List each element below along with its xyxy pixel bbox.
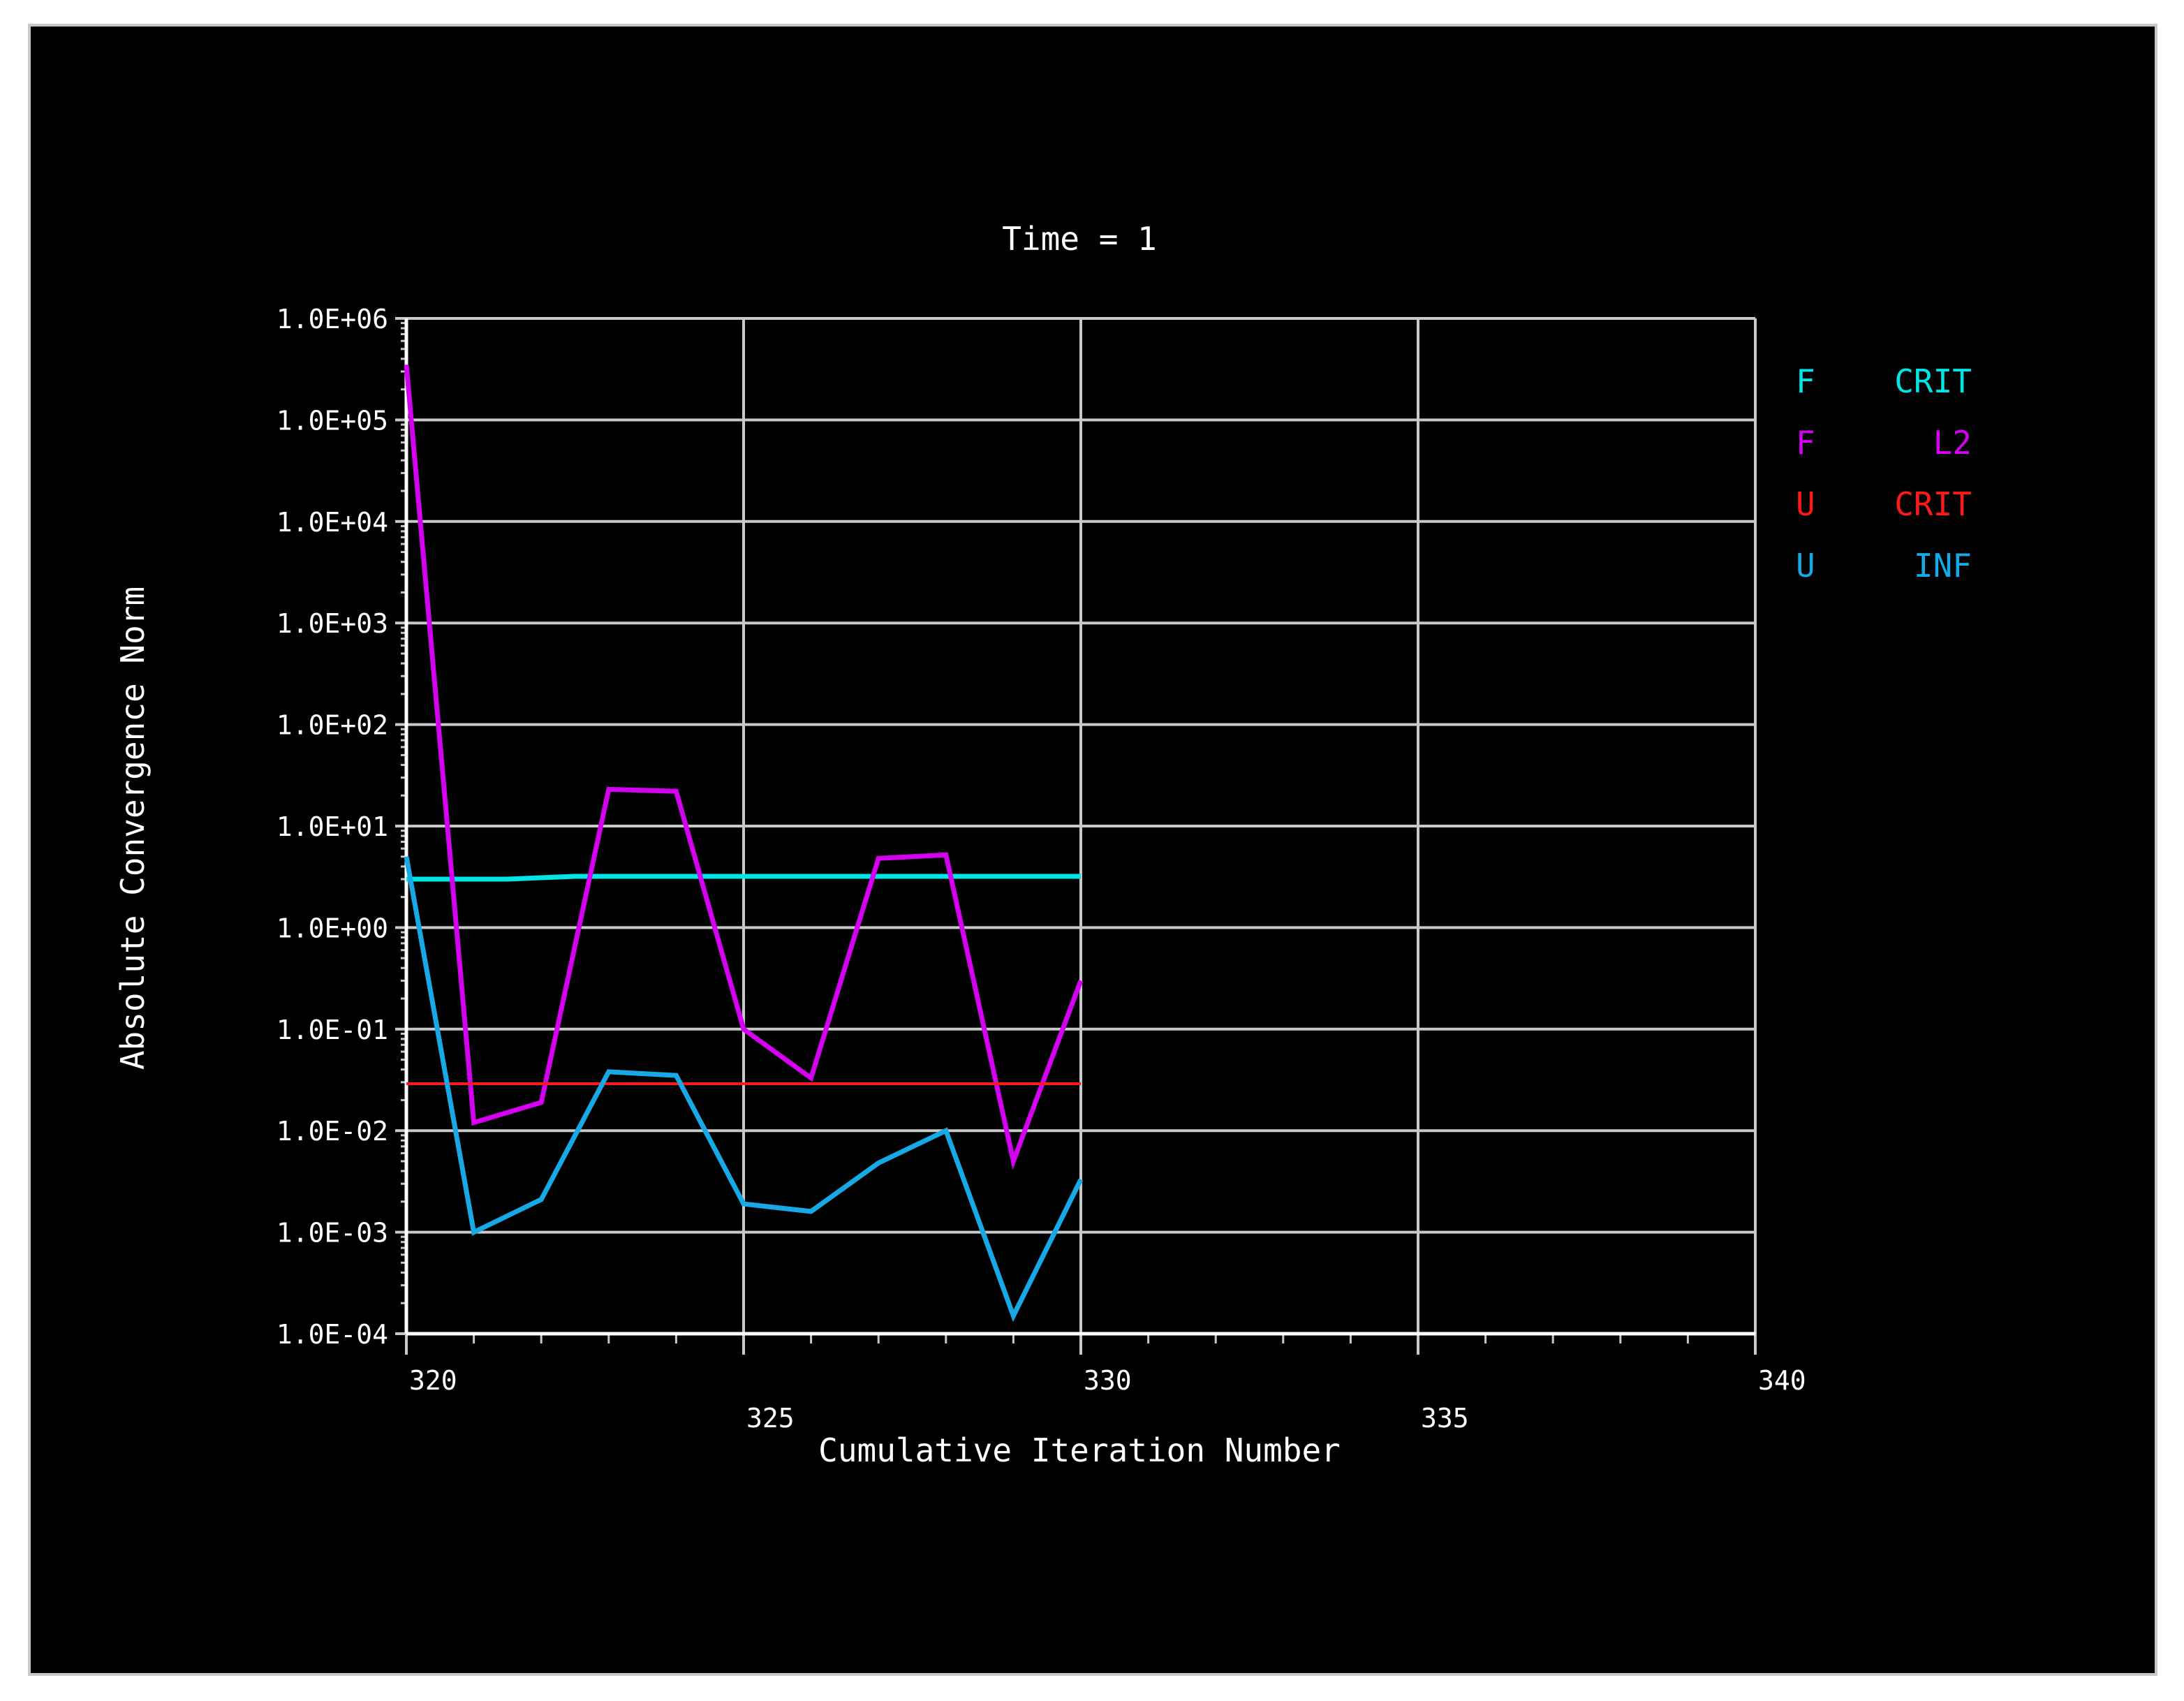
legend-item-name: CRIT [1894,485,1972,523]
x-tick-label: 340 [1758,1365,1806,1396]
legend-item-name: L2 [1933,424,1972,462]
y-tick-label: 1.0E+02 [276,710,388,741]
y-tick-label: 1.0E+05 [276,405,388,436]
legend-item-name: CRIT [1894,362,1972,400]
x-tick-label: 335 [1421,1403,1469,1434]
y-tick-label: 1.0E-02 [276,1116,388,1147]
x-tick-label: 330 [1084,1365,1132,1396]
chart-title: Time = 1 [1002,220,1157,258]
y-tick-label: 1.0E-04 [276,1319,388,1350]
legend-item-label: U [1796,485,1815,523]
series-line-f-crit [406,874,1081,882]
x-tick-label: 325 [746,1403,795,1434]
convergence-chart: 1.0E+06 1.0E+05 1.0E+04 1.0E+03 1.0E+02 1.0E+… [114,220,1972,1469]
legend-item-label: F [1796,424,1815,462]
y-tick-label: 1.0E-01 [276,1015,388,1045]
legend-item-label: U [1796,547,1815,584]
series-line-f-l2 [404,364,1084,1170]
y-tick-label: 1.0E+06 [276,304,388,334]
legend: F CRIT F L2 U CRIT U INF [1796,362,1972,584]
legend-item-label: F [1796,362,1815,400]
y-tick-label: 1.0E+00 [276,913,388,943]
legend-item-name: INF [1914,547,1972,584]
plot-window: 1.0E+06 1.0E+05 1.0E+04 1.0E+03 1.0E+02 1.0E+… [28,24,2157,1676]
y-tick-label: 1.0E+04 [276,507,388,538]
y-tick-label: 1.0E+01 [276,811,388,842]
y-tick-label: 1.0E+03 [276,608,388,639]
tick-labels: 1.0E+06 1.0E+05 1.0E+04 1.0E+03 1.0E+02 1.0E+… [276,304,1806,1434]
x-tick-label: 320 [409,1365,457,1396]
x-axis-label: Cumulative Iteration Number [818,1431,1341,1469]
y-axis-label: Absolute Convergence Norm [114,587,152,1070]
series-lines [404,364,1084,1323]
y-tick-label: 1.0E-03 [276,1218,388,1249]
series-line-u-inf [404,856,1084,1323]
axes [395,317,1757,1355]
